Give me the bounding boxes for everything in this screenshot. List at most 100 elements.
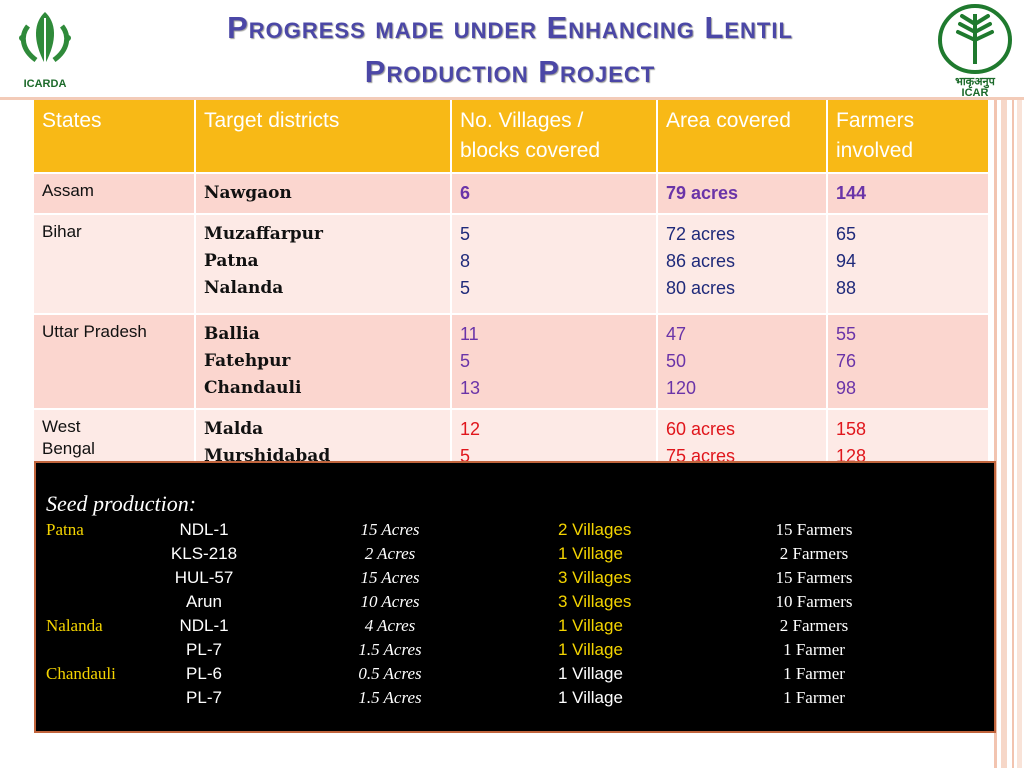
area-value: 50 xyxy=(666,351,687,371)
state-name-line: Bengal xyxy=(42,439,95,458)
villages-cell: 6 xyxy=(452,174,658,215)
farmers-value: 55 xyxy=(836,324,857,344)
table-row: Uttar Pradesh Ballia Fatehpur Chandauli … xyxy=(34,315,990,410)
seed-villages: 1 Village xyxy=(558,640,623,659)
header-farmers-involved: Farmers involved xyxy=(828,100,990,174)
area-value: 120 xyxy=(666,378,697,398)
slide-title-line-2: Production Project xyxy=(364,54,656,89)
seed-production-panel: Seed production: Patna NDL-1 15 Acres 2 … xyxy=(34,461,996,733)
area-value: 47 xyxy=(666,324,687,344)
district-name: Fatehpur xyxy=(204,351,291,371)
villages-value: 12 xyxy=(460,419,481,439)
farmers-value: 158 xyxy=(836,419,867,439)
seed-variety: Arun xyxy=(186,592,222,611)
villages-value: 5 xyxy=(460,446,471,466)
district-name: Nawgaon xyxy=(204,183,292,203)
farmers-cell: 55 76 98 xyxy=(828,315,990,410)
icarda-emblem-icon xyxy=(19,12,71,66)
seed-row: Patna NDL-1 15 Acres 2 Villages 15 Farme… xyxy=(36,520,994,544)
decorative-stripes xyxy=(988,100,1024,768)
seed-acres: 10 Acres xyxy=(360,592,420,611)
seed-villages: 2 Villages xyxy=(558,520,632,539)
villages-value: 8 xyxy=(460,251,471,271)
seed-acres: 15 Acres xyxy=(360,520,420,539)
slide-title: Progress made under Enhancing Lentil Pro… xyxy=(120,6,900,94)
header-states: States xyxy=(34,100,196,174)
farmers-cell: 65 94 88 xyxy=(828,215,990,315)
villages-cell: 5 8 5 xyxy=(452,215,658,315)
villages-value: 5 xyxy=(460,224,471,244)
table-row: Bihar Muzaffarpur Patna Nalanda 5 8 5 72… xyxy=(34,215,990,315)
farmers-value: 88 xyxy=(836,278,857,298)
seed-row: PL-7 1.5 Acres 1 Village 1 Farmer xyxy=(36,688,994,712)
area-value: 79 acres xyxy=(666,183,739,203)
seed-villages: 3 Villages xyxy=(558,568,632,587)
seed-farmers: 15 Farmers xyxy=(775,520,853,539)
area-value: 86 acres xyxy=(666,251,736,271)
farmers-value: 65 xyxy=(836,224,857,244)
district-name: Ballia xyxy=(204,324,260,344)
area-value: 80 acres xyxy=(666,278,736,298)
seed-place: Patna xyxy=(46,520,84,539)
farmers-value: 94 xyxy=(836,251,857,271)
icar-emblem-icon xyxy=(937,3,1013,75)
header-villages-blocks: No. Villages / blocks covered xyxy=(452,100,658,174)
seed-row: HUL-57 15 Acres 3 Villages 15 Farmers xyxy=(36,568,994,592)
district-cell: Ballia Fatehpur Chandauli xyxy=(196,315,452,410)
seed-acres: 0.5 Acres xyxy=(358,664,422,683)
farmers-value: 144 xyxy=(836,183,867,203)
seed-farmers: 1 Farmer xyxy=(783,664,845,683)
area-cell: 79 acres xyxy=(658,174,828,215)
state-cell: Assam xyxy=(34,174,196,215)
district-name: Muzaffarpur xyxy=(204,224,323,244)
header-area-covered: Area covered xyxy=(658,100,828,174)
progress-table: States Target districts No. Villages / b… xyxy=(34,100,990,480)
state-cell: Uttar Pradesh xyxy=(34,315,196,410)
district-name: Malda xyxy=(204,419,264,439)
seed-variety: PL-6 xyxy=(186,664,222,683)
seed-acres: 1.5 Acres xyxy=(358,640,422,659)
table-row: Assam Nawgaon 6 79 acres 144 xyxy=(34,174,990,215)
seed-farmers: 2 Farmers xyxy=(779,544,849,563)
area-value: 60 acres xyxy=(666,419,736,439)
seed-farmers: 2 Farmers xyxy=(779,616,849,635)
area-cell: 72 acres 86 acres 80 acres xyxy=(658,215,828,315)
seed-villages: 1 Village xyxy=(558,688,623,707)
seed-variety: PL-7 xyxy=(186,640,222,659)
district-cell: Muzaffarpur Patna Nalanda xyxy=(196,215,452,315)
seed-acres: 15 Acres xyxy=(360,568,420,587)
seed-villages: 1 Village xyxy=(558,544,623,563)
district-name: Patna xyxy=(204,251,259,271)
seed-variety: NDL-1 xyxy=(179,616,229,635)
district-name: Chandauli xyxy=(204,378,302,398)
icarda-logo-text: ICARDA xyxy=(23,78,67,90)
district-cell: Nawgaon xyxy=(196,174,452,215)
seed-variety: HUL-57 xyxy=(174,568,234,587)
icarda-logo: ICARDA xyxy=(6,4,84,94)
header-target-districts: Target districts xyxy=(196,100,452,174)
farmers-value: 98 xyxy=(836,378,857,398)
seed-production-title: Seed production: xyxy=(46,491,197,516)
seed-villages: 1 Village xyxy=(558,664,623,683)
state-name-line: West xyxy=(42,417,81,436)
slide-title-line-1: Progress made under Enhancing Lentil xyxy=(227,10,793,45)
seed-place: Nalanda xyxy=(46,616,103,635)
seed-acres: 2 Acres xyxy=(364,544,416,563)
villages-value: 13 xyxy=(460,378,481,398)
icar-logo-hindi-text: भाकृअनुप xyxy=(955,76,995,88)
seed-farmers: 1 Farmer xyxy=(783,640,845,659)
state-cell: Bihar xyxy=(34,215,196,315)
villages-value: 5 xyxy=(460,351,471,371)
seed-villages: 1 Village xyxy=(558,616,623,635)
seed-row: Chandauli PL-6 0.5 Acres 1 Village 1 Far… xyxy=(36,664,994,688)
seed-farmers: 10 Farmers xyxy=(775,592,853,611)
seed-variety: NDL-1 xyxy=(179,520,229,539)
farmers-value: 76 xyxy=(836,351,857,371)
seed-variety: PL-7 xyxy=(186,688,222,707)
seed-row: PL-7 1.5 Acres 1 Village 1 Farmer xyxy=(36,640,994,664)
seed-farmers: 15 Farmers xyxy=(775,568,853,587)
seed-villages: 3 Villages xyxy=(558,592,632,611)
seed-acres: 4 Acres xyxy=(364,616,416,635)
seed-row: Nalanda NDL-1 4 Acres 1 Village 2 Farmer… xyxy=(36,616,994,640)
seed-variety: KLS-218 xyxy=(170,544,238,563)
